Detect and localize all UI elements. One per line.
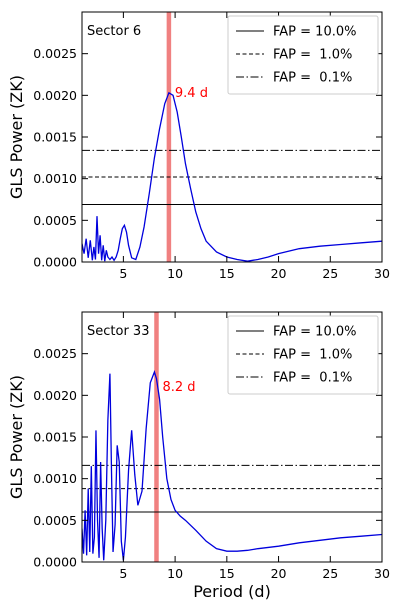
x-tick-label: 25	[322, 266, 338, 281]
x-tick-label: 10	[167, 566, 183, 581]
y-tick-label: 0.0005	[33, 213, 77, 228]
y-tick-label: 0.0020	[33, 88, 77, 103]
y-tick-label: 0.0025	[33, 346, 77, 361]
legend-entry-3: FAP = 0.1%	[273, 371, 352, 386]
y-tick-label: 0.0010	[33, 171, 77, 186]
y-tick-label: 0.0000	[33, 255, 77, 270]
periodogram-series-line	[82, 370, 382, 561]
x-tick-label: 5	[119, 266, 127, 281]
x-tick-label: 20	[271, 566, 287, 581]
x-tick-label: 20	[271, 266, 287, 281]
x-tick-label: 15	[219, 566, 235, 581]
panel-label: Sector 33	[87, 324, 149, 339]
y-tick-label: 0.0005	[33, 513, 77, 528]
peak-period-label: 9.4 d	[175, 86, 208, 101]
sector-6-panel: 9.4 d 5 10 15 20 25 30 0.0000 0.0005 0.0010 0.0015…	[7, 11, 390, 281]
y-tick-label: 0.0000	[33, 555, 77, 570]
x-axis-label: Period (d)	[193, 582, 271, 601]
legend-entry-1: FAP = 10.0%	[273, 325, 356, 340]
legend-entry-2: FAP = 1.0%	[273, 48, 352, 63]
legend-box	[227, 15, 379, 95]
y-axis-label: GLS Power (ZK)	[7, 75, 26, 199]
y-tick-label: 0.0015	[33, 430, 77, 445]
x-tick-label: 30	[374, 266, 390, 281]
y-tick-label: 0.0015	[33, 130, 77, 145]
panel-label: Sector 6	[87, 24, 141, 39]
legend-entry-1: FAP = 10.0%	[273, 25, 356, 40]
x-tick-label: 25	[322, 566, 338, 581]
legend-entry-2: FAP = 1.0%	[273, 348, 352, 363]
y-tick-label: 0.0020	[33, 388, 77, 403]
x-tick-label: 5	[119, 566, 127, 581]
x-tick-label: 30	[374, 566, 390, 581]
sector-33-panel: 8.2 d 5 10 15 20 25 30 0.0000 0.0005 0.0010 0.0015…	[7, 311, 390, 581]
legend-box	[227, 315, 379, 395]
x-tick-label: 10	[167, 266, 183, 281]
y-tick-label: 0.0025	[33, 46, 77, 61]
peak-period-label: 8.2 d	[162, 380, 195, 395]
y-axis-label: GLS Power (ZK)	[7, 375, 26, 499]
y-tick-label: 0.0010	[33, 471, 77, 486]
x-tick-label: 15	[219, 266, 235, 281]
legend-entry-3: FAP = 0.1%	[273, 71, 352, 86]
periodogram-series-line	[82, 91, 382, 262]
